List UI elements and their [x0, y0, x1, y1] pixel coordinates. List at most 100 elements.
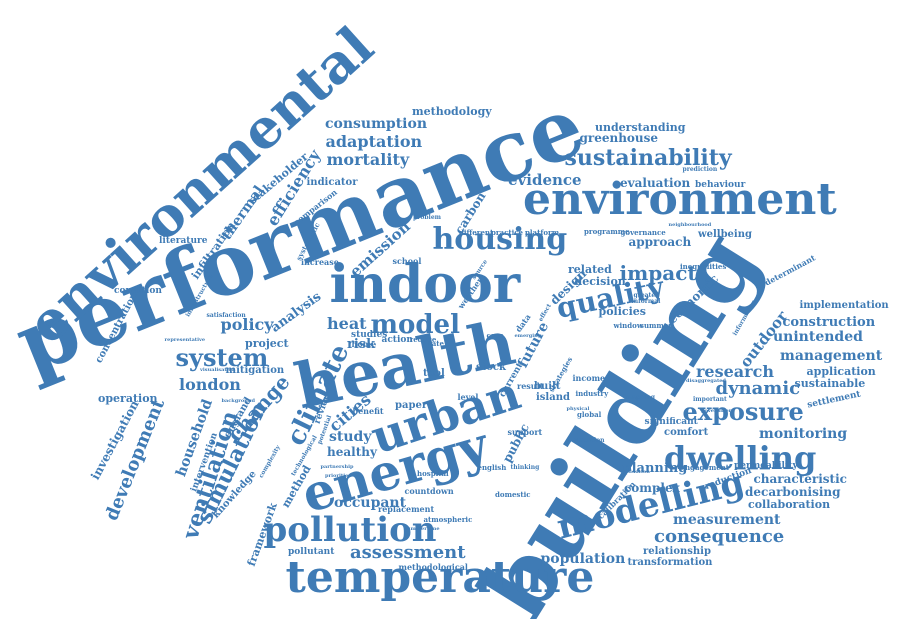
word-programme: programme — [584, 226, 630, 236]
word-model: model — [370, 310, 460, 340]
word-inequalities: inequalities — [680, 261, 727, 271]
word-action: action — [381, 334, 413, 345]
word-relationship: relationship — [643, 546, 711, 557]
word-window: window — [613, 320, 643, 330]
word-assessment: assessment — [350, 542, 466, 563]
word-effect: effect — [536, 302, 553, 323]
word-indicator: indicator — [306, 177, 358, 188]
word-policies: policies — [598, 304, 646, 318]
word-adaptation: adaptation — [325, 132, 423, 151]
word-sustainable: sustainable — [794, 376, 866, 390]
word-settlement: settlement — [806, 388, 862, 411]
word-result: result — [517, 381, 544, 391]
word-validation: validation — [622, 468, 650, 475]
word-heat: heat — [327, 314, 367, 333]
word-platform: platform — [525, 227, 560, 237]
word-problem: problem — [413, 214, 441, 221]
word-visualisation: visualisation — [200, 366, 236, 373]
word-impact: impact — [619, 261, 697, 285]
word-tool: tool — [423, 368, 445, 379]
word-mapping: mapping — [625, 394, 655, 401]
word-background: background — [221, 397, 255, 404]
word-increase: increase — [301, 257, 339, 267]
word-emerging: emerging — [514, 332, 542, 339]
word-disaggregated: disaggregated — [686, 377, 726, 384]
word-temperature: temperature — [285, 552, 595, 603]
word-management: management — [780, 348, 883, 364]
word-priorities: priorities — [325, 472, 352, 479]
word-pollutant: pollutant — [288, 546, 335, 557]
word-methodological: methodological — [398, 562, 468, 572]
word-decision: decision — [574, 274, 626, 288]
word-evidence: evidence — [508, 170, 582, 189]
word-summertime: summertime — [404, 525, 440, 532]
word-methodology: methodology — [412, 104, 492, 118]
word-built: built — [534, 381, 561, 392]
word-stock: stock — [476, 362, 506, 373]
word-behaviour: behaviour — [695, 179, 746, 190]
word-income: income — [572, 373, 606, 383]
word-level: level — [457, 392, 479, 402]
word-mitigation: mitigation — [225, 365, 285, 376]
word-rate: rate — [428, 338, 444, 348]
word-significant: significant — [644, 416, 698, 427]
word-exposure: exposure — [682, 397, 804, 426]
word-partnership: partnership — [320, 463, 354, 470]
word-paper: paper — [395, 400, 428, 411]
word-greater: greater — [633, 292, 659, 299]
word-sustainability: sustainability — [564, 145, 732, 171]
word-atmospheric: atmospheric — [423, 514, 473, 524]
word-measurement: measurement — [673, 512, 781, 528]
word-hospital: hospital — [417, 468, 449, 478]
word-collaboration: collaboration — [748, 497, 831, 511]
word-attention: attention — [573, 437, 605, 444]
word-application: application — [806, 364, 876, 378]
word-project: project — [245, 336, 289, 350]
word-policy: policy — [220, 315, 274, 334]
word-monitoring: monitoring — [759, 426, 848, 442]
word-home: home — [351, 339, 377, 349]
word-school: school — [392, 256, 422, 266]
word-understanding: understanding — [595, 120, 686, 134]
word-dwelling: dwelling — [664, 439, 817, 477]
word-pollution: pollution — [263, 510, 437, 550]
word-study: study — [329, 429, 372, 445]
word-evaluation: evaluation — [620, 176, 691, 190]
word-condition: condition — [114, 285, 162, 296]
word-london: london — [179, 375, 241, 394]
word-occupant: occupant — [334, 495, 407, 511]
word-physical: physical — [566, 405, 590, 412]
word-industry: industry — [575, 388, 609, 398]
word-studies: studies — [351, 329, 388, 340]
word-construction: construction — [782, 314, 876, 330]
word-satisfaction: satisfaction — [206, 312, 246, 319]
word-mortality: mortality — [326, 150, 410, 169]
word-government: government — [701, 407, 735, 414]
word-indoor: indoor — [329, 254, 521, 315]
word-transformation: transformation — [627, 557, 713, 568]
word-consumption: consumption — [325, 116, 428, 132]
word-domestic: domestic — [495, 489, 531, 499]
word-comfort: comfort — [664, 427, 709, 438]
word-summer: summer — [640, 320, 672, 330]
word-dynamic: dynamic — [715, 378, 801, 399]
word-prediction: prediction — [682, 166, 718, 173]
word-data: data — [513, 312, 533, 334]
word-system: system — [175, 343, 269, 372]
word-implementation: implementation — [799, 300, 889, 311]
word-literature: literature — [159, 235, 208, 246]
word-reduce: reduce — [409, 334, 437, 344]
word-housing: housing — [432, 222, 568, 257]
word-approach: approach — [628, 235, 692, 249]
word-complex: complex — [624, 481, 680, 495]
word-unintended: unintended — [773, 329, 863, 345]
word-research: research — [696, 362, 774, 381]
word-english: english — [477, 462, 507, 472]
word-island: island — [536, 392, 570, 403]
word-case: case — [486, 330, 504, 340]
word-greenhouse: greenhouse — [579, 131, 659, 145]
word-informal: informal — [631, 298, 661, 305]
word-practice: practice — [491, 227, 523, 237]
word-replacement: replacement — [378, 504, 435, 514]
